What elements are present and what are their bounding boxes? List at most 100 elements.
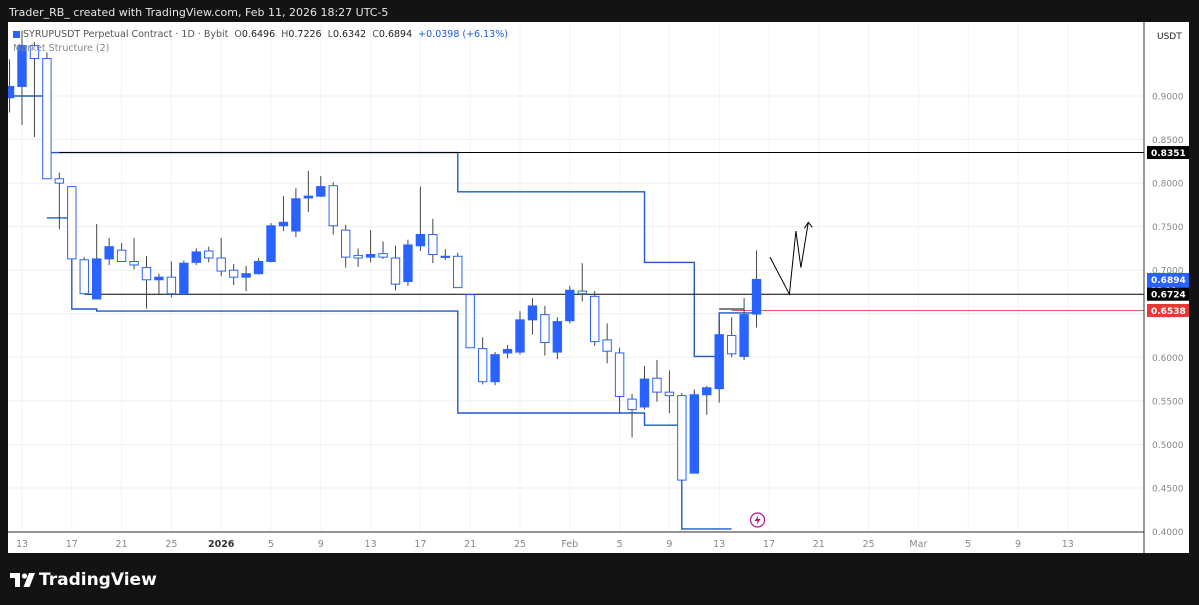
candle-body-down [428,233,438,256]
candle-2026-02-05 [689,389,699,474]
candle-body-up [241,273,251,278]
candle-2026-01-16 [440,249,451,260]
time-tick-label: 17 [414,539,426,550]
price-tick-label: 0.4000 [1152,528,1184,538]
candle-body-up [316,186,326,197]
candle-body-down [166,276,177,295]
candle-body-up [291,198,301,232]
tradingview-logo-icon [10,573,35,587]
time-tick-label: 21 [813,539,825,550]
symbol-legend: SYRUPUSDT Perpetual Contract · 1D · Bybi… [13,29,508,40]
close-label: C [372,29,379,40]
price-tag-level-mid-bg [1147,287,1189,301]
close-value: 0.6894 [378,29,413,40]
candle-2025-12-17 [67,186,77,260]
candle-body-down [590,295,600,343]
candle-2026-01-17 [453,252,463,289]
candle-body-up [490,354,500,383]
candle-2025-12-21 [116,243,127,262]
indicator-legend: Market Structure (2) [13,43,110,54]
candle-body-down [129,260,139,266]
price-chart[interactable]: USDT0.90000.85000.80000.75000.70000.6500… [8,22,1189,553]
candle-body-down [614,352,625,397]
candle-body-down [540,314,550,343]
time-tick-label: 13 [1062,539,1074,550]
candle-body-down [328,185,338,227]
candle-body-up [527,305,538,321]
candle-2026-01-14 [415,186,426,252]
candle-body-up [739,314,749,357]
symbol-title: SYRUPUSDT Perpetual Contract · 1D · Bybi… [23,29,229,40]
time-tick-label: 17 [763,539,775,550]
open-label: O [234,29,242,40]
candle-2026-01-18 [465,294,475,349]
price-tick-label: 0.4500 [1152,484,1184,494]
candle-body-up [92,258,102,300]
candle-2026-01-10 [365,230,376,263]
candle-2026-01-29 [602,323,612,364]
candle-body-down [390,257,401,285]
candle-2025-12-15 [42,52,52,180]
time-tick-label: Mar [909,539,927,550]
low-value: 0.6342 [332,29,367,40]
tradingview-brand: TradingView [39,570,157,590]
candle-2026-01-30 [614,347,625,414]
candle-2025-12-24 [154,273,164,294]
chart-panel[interactable]: USDT0.90000.85000.80000.75000.70000.6500… [8,22,1189,553]
candle-2025-12-31 [241,265,251,292]
candle-2025-12-19 [92,224,102,300]
candle-2025-12-27 [191,248,202,265]
candle-body-up [17,44,27,87]
candle-body-down [204,250,214,259]
price-tick-label: 0.7000 [1152,267,1184,277]
candle-body-up [689,394,699,474]
candle-body-up [365,254,376,258]
candle-2026-01-20 [490,352,500,386]
candle-body-down [577,290,587,295]
candle-body-down [29,44,40,60]
candle-body-down [477,348,488,383]
candle-2026-01-15 [428,218,438,264]
time-tick-label: 17 [66,539,78,550]
candle-body-down [341,229,351,258]
candle-2026-01-28 [590,291,600,346]
footer-bar [0,553,1199,605]
candle-body-down [465,294,475,349]
low-label: L [327,29,333,40]
candle-body-up [702,387,712,396]
price-tag-level-mid: 0.6724 [1151,291,1186,301]
candle-body-up [639,378,650,408]
candle-body-down [67,186,77,260]
time-tick-label: 9 [666,539,672,550]
candle-body-up [253,260,264,275]
candle-2026-01-02 [266,223,276,263]
price-tag-level-high-bg [1147,146,1189,160]
candle-body-down [54,178,65,184]
price-tick-label: 0.5000 [1152,441,1184,451]
candle-2026-01-05 [303,170,314,212]
candle-2026-01-08 [341,224,351,268]
candle-body-down [652,377,662,393]
price-tag-level-low: 0.6538 [1151,307,1186,317]
candle-body-down [726,335,737,355]
time-tick-label: 13 [16,539,28,550]
projection-path [769,222,809,296]
candle-2025-12-22 [129,237,139,270]
candle-2026-02-07 [714,319,724,403]
time-tick-label: 5 [965,539,971,550]
symbol-icon [13,31,20,38]
time-tick-label: 25 [863,539,875,550]
candle-2025-12-12 [8,59,15,113]
candle-2026-02-09 [739,298,749,360]
candle-2025-12-14 [29,41,40,137]
market-structure-lower [46,217,732,530]
lightning-icon [749,512,766,528]
candle-body-up [191,251,202,263]
candle-body-up [565,289,575,322]
high-label: H [281,29,289,40]
candle-body-down [116,249,127,262]
candle-2025-12-26 [179,260,189,295]
time-tick-label: 21 [116,539,128,550]
candle-body-down [677,395,687,481]
attribution-text: Trader_RB_ created with TradingView.com,… [9,6,389,19]
